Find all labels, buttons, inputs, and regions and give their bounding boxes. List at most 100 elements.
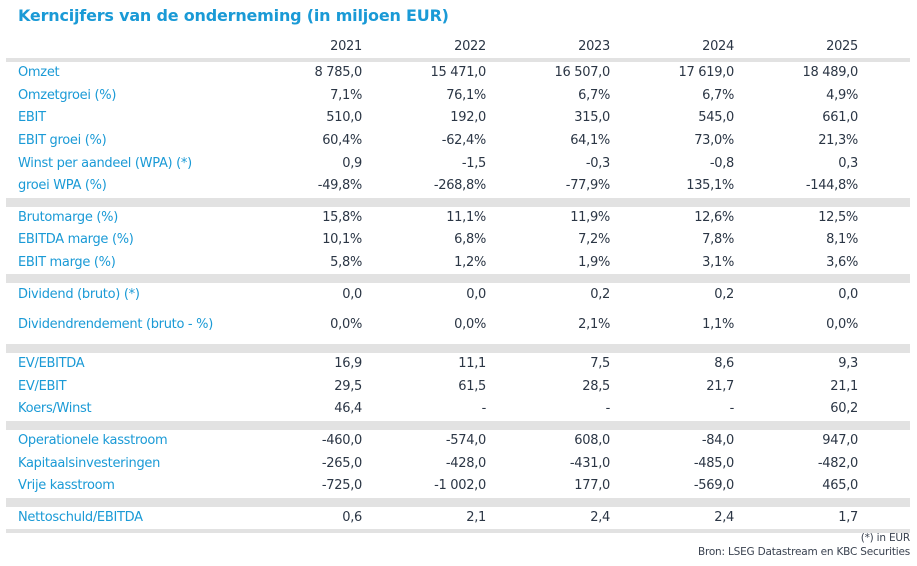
group-separator bbox=[6, 197, 910, 207]
cell-value: -49,8% bbox=[317, 178, 363, 194]
cell-value: -574,0 bbox=[445, 433, 486, 449]
year-header: 2022 bbox=[454, 39, 486, 54]
row-label: Kapitaalsinvesteringen bbox=[18, 455, 161, 471]
row-label: Nettoschuld/EBITDA bbox=[18, 509, 143, 525]
footnote: (*) in EUR bbox=[860, 532, 911, 544]
cell-value: 947,0 bbox=[822, 433, 858, 449]
cell-value: 0,3 bbox=[838, 155, 858, 171]
cell-value: 2,4 bbox=[590, 509, 610, 525]
cell-value: 0,9 bbox=[342, 155, 362, 171]
cell-value: 177,0 bbox=[574, 478, 610, 494]
cell-value: 6,7% bbox=[702, 87, 734, 103]
cell-value: 1,1% bbox=[702, 316, 734, 332]
table-row: EBITDA marge (%) 10,1% 6,8% 7,2% 7,8% 8,1% bbox=[6, 229, 910, 252]
row-label: Operationele kasstroom bbox=[18, 433, 168, 449]
row-label: EV/EBIT bbox=[18, 378, 67, 394]
header-divider bbox=[6, 58, 910, 62]
group-separator bbox=[6, 497, 910, 507]
header-row: 2021 2022 2023 2024 2025 bbox=[6, 36, 910, 58]
cell-value: 7,5 bbox=[590, 356, 610, 372]
cell-value: -1,5 bbox=[461, 155, 486, 171]
cell-value: 60,2 bbox=[830, 401, 858, 417]
table-row: Koers/Winst 46,4 - - - 60,2 bbox=[6, 398, 910, 421]
cell-value: 608,0 bbox=[574, 433, 610, 449]
row-label: Winst per aandeel (WPA) (*) bbox=[18, 155, 192, 171]
row-label: EBITDA marge (%) bbox=[18, 232, 134, 248]
source-note: Bron: LSEG Datastream en KBC Securities bbox=[697, 546, 910, 558]
cell-value: -84,0 bbox=[701, 433, 734, 449]
cell-value: 2,4 bbox=[714, 509, 734, 525]
cell-value: 61,5 bbox=[458, 378, 486, 394]
table-row: EV/EBIT 29,5 61,5 28,5 21,7 21,1 bbox=[6, 376, 910, 399]
cell-value: -0,3 bbox=[585, 155, 610, 171]
cell-value: 21,1 bbox=[830, 378, 858, 394]
cell-value: 0,0% bbox=[826, 316, 858, 332]
page-title: Kerncijfers van de onderneming (in miljo… bbox=[18, 6, 449, 25]
cell-value: 0,2 bbox=[590, 286, 610, 302]
cell-value: 6,8% bbox=[454, 232, 486, 248]
year-header: 2025 bbox=[826, 39, 858, 54]
cell-value: 7,8% bbox=[702, 232, 734, 248]
cell-value: 2,1% bbox=[578, 316, 610, 332]
cell-value: 661,0 bbox=[822, 110, 858, 126]
table-row: Winst per aandeel (WPA) (*) 0,9 -1,5 -0,3 -0… bbox=[6, 152, 910, 175]
cell-value: 16,9 bbox=[334, 356, 362, 372]
row-label: Dividend (bruto) (*) bbox=[18, 286, 140, 302]
cell-value: 6,7% bbox=[578, 87, 610, 103]
cell-value: 0,0 bbox=[466, 286, 486, 302]
cell-value: 12,5% bbox=[818, 209, 858, 225]
header-label bbox=[6, 36, 238, 58]
row-label: EV/EBITDA bbox=[18, 356, 85, 372]
cell-value: 7,1% bbox=[330, 87, 362, 103]
cell-value: 17 619,0 bbox=[678, 65, 735, 81]
cell-value: 1,9% bbox=[578, 255, 610, 271]
cell-value: 1,2% bbox=[454, 255, 486, 271]
group-separator bbox=[6, 274, 910, 284]
row-label: Dividendrendement (bruto - %) bbox=[18, 316, 213, 332]
cell-value: -265,0 bbox=[321, 455, 362, 471]
cell-value: 545,0 bbox=[698, 110, 734, 126]
cell-value: 11,1 bbox=[458, 356, 486, 372]
cell-value: 4,9% bbox=[826, 87, 858, 103]
row-label: Omzet bbox=[18, 65, 60, 81]
cell-value: 7,2% bbox=[578, 232, 610, 248]
row-label: EBIT marge (%) bbox=[18, 255, 116, 271]
year-header: 2024 bbox=[702, 39, 734, 54]
cell-value: 21,3% bbox=[818, 133, 858, 149]
cell-value: 510,0 bbox=[326, 110, 362, 126]
table-row: EBIT groei (%) 60,4% -62,4% 64,1% 73,0% 21,3% bbox=[6, 130, 910, 153]
cell-value: - bbox=[729, 401, 735, 417]
cell-value: 0,0% bbox=[454, 316, 486, 332]
cell-value: 60,4% bbox=[322, 133, 362, 149]
row-label: Omzetgroei (%) bbox=[18, 87, 117, 103]
cell-value: 0,0 bbox=[838, 286, 858, 302]
cell-value: 0,0 bbox=[342, 286, 362, 302]
cell-value: 0,6 bbox=[342, 509, 362, 525]
cell-value: 15,8% bbox=[322, 209, 362, 225]
table-row: EBIT marge (%) 5,8% 1,2% 1,9% 3,1% 3,6% bbox=[6, 252, 910, 275]
cell-value: 9,3 bbox=[838, 356, 858, 372]
cell-value: 11,9% bbox=[570, 209, 610, 225]
group-separator bbox=[6, 343, 910, 353]
table-row: Nettoschuld/EBITDA 0,6 2,1 2,4 2,4 1,7 bbox=[6, 507, 910, 530]
table-row: Operationele kasstroom -460,0 -574,0 608,0 -… bbox=[6, 430, 910, 453]
cell-value: -460,0 bbox=[321, 433, 362, 449]
cell-value: 18 489,0 bbox=[802, 65, 859, 81]
row-label: groei WPA (%) bbox=[18, 178, 107, 194]
cell-value: 8,6 bbox=[714, 356, 734, 372]
year-header: 2023 bbox=[578, 39, 610, 54]
cell-value: - bbox=[605, 401, 611, 417]
table-row: groei WPA (%) -49,8% -268,8% -77,9% 135,1% -1… bbox=[6, 175, 910, 198]
group-separator bbox=[6, 529, 910, 534]
year-header: 2021 bbox=[330, 39, 362, 54]
cell-value: 0,2 bbox=[714, 286, 734, 302]
cell-value: 8 785,0 bbox=[314, 65, 362, 81]
cell-value: -725,0 bbox=[321, 478, 362, 494]
cell-value: -0,8 bbox=[709, 155, 734, 171]
table-row: Omzetgroei (%) 7,1% 76,1% 6,7% 6,7% 4,9% bbox=[6, 85, 910, 108]
cell-value: 16 507,0 bbox=[554, 65, 611, 81]
cell-value: 76,1% bbox=[446, 87, 486, 103]
cell-value: -144,8% bbox=[805, 178, 858, 194]
cell-value: 465,0 bbox=[822, 478, 858, 494]
table-row: Vrije kasstroom -725,0 -1 002,0 177,0 -569,0… bbox=[6, 475, 910, 498]
